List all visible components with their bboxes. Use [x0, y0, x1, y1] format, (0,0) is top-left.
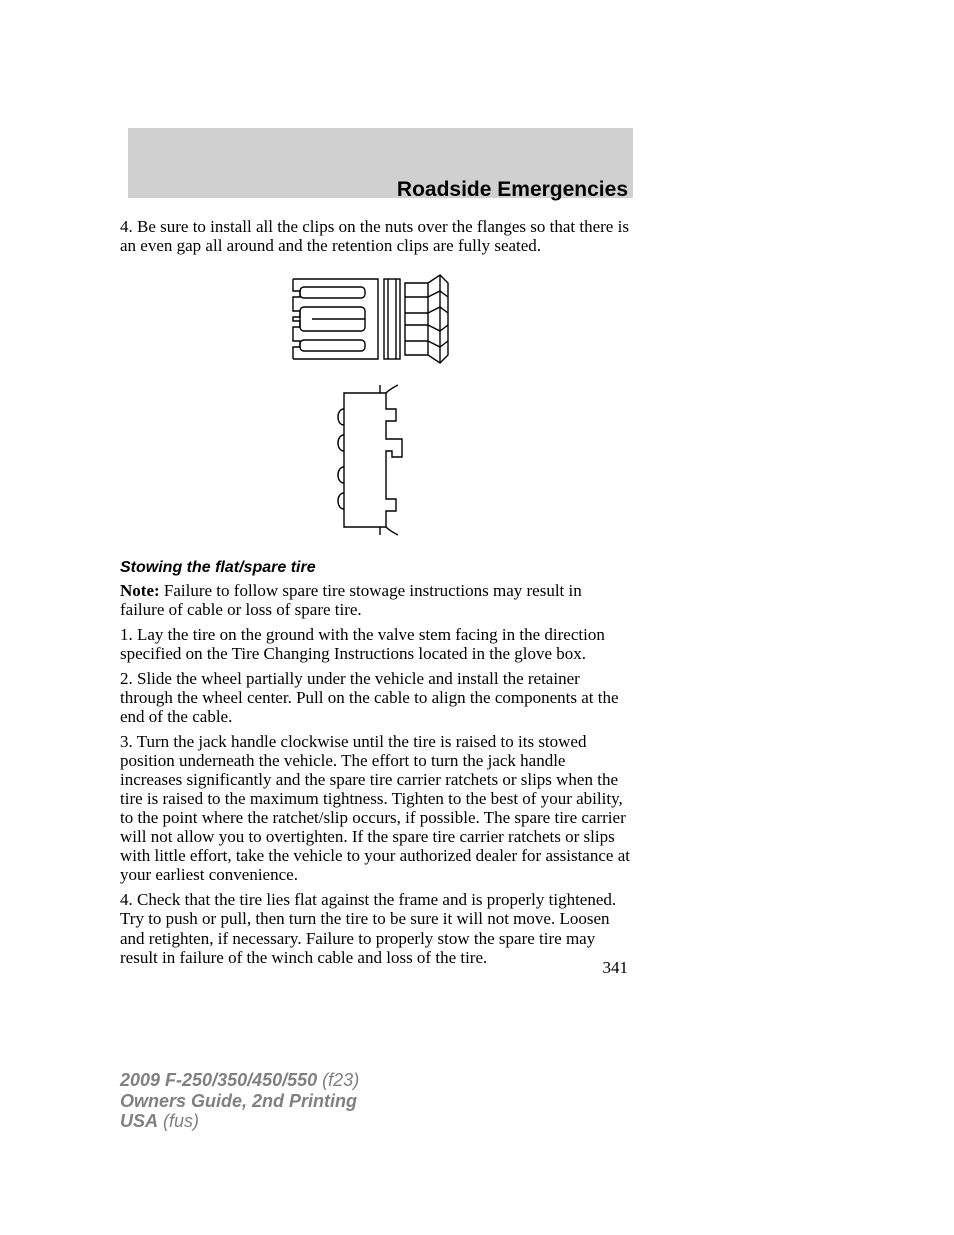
- subheading-stowing: Stowing the flat/spare tire: [120, 559, 630, 577]
- stow-step-3: 3. Turn the jack handle clockwise until …: [120, 732, 630, 884]
- stow-step-4: 4. Check that the tire lies flat against…: [120, 890, 630, 966]
- page-content: 4. Be sure to install all the clips on t…: [120, 217, 630, 973]
- footer-region: USA: [120, 1111, 158, 1131]
- footer-model: 2009 F-250/350/450/550: [120, 1070, 317, 1090]
- note-text: Failure to follow spare tire stowage ins…: [120, 581, 582, 619]
- clip-side-view-icon: [290, 269, 460, 369]
- footer-guide: Owners Guide, 2nd Printing: [120, 1091, 357, 1111]
- clip-end-view-icon: [330, 381, 420, 541]
- footer-line-3: USA (fus): [120, 1111, 359, 1132]
- note-paragraph: Note: Failure to follow spare tire stowa…: [120, 581, 630, 619]
- section-title: Roadside Emergencies: [397, 178, 628, 202]
- footer-line-2: Owners Guide, 2nd Printing: [120, 1091, 359, 1112]
- footer-code-1: (f23): [317, 1070, 359, 1090]
- step-4-top: 4. Be sure to install all the clips on t…: [120, 217, 630, 255]
- stow-step-2: 2. Slide the wheel partially under the v…: [120, 669, 630, 726]
- page-number: 341: [603, 958, 629, 978]
- footer-code-2: (fus): [158, 1111, 199, 1131]
- footer: 2009 F-250/350/450/550 (f23) Owners Guid…: [120, 1070, 359, 1132]
- clip-diagram: [120, 269, 630, 541]
- stow-step-1: 1. Lay the tire on the ground with the v…: [120, 625, 630, 663]
- footer-line-1: 2009 F-250/350/450/550 (f23): [120, 1070, 359, 1091]
- note-label: Note:: [120, 581, 160, 600]
